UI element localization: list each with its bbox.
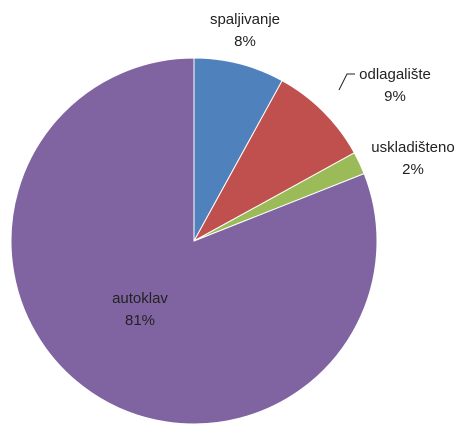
- slice-value-label: 8%: [234, 33, 256, 50]
- pie-slice: [193, 57, 283, 242]
- slice-value-label: 9%: [384, 88, 406, 105]
- pie-slice: [10, 57, 378, 425]
- leader-line: [338, 73, 355, 91]
- pie-slice: [192, 79, 356, 243]
- slice-label: spaljivanje: [210, 11, 280, 28]
- slice-label: autoklav: [112, 290, 168, 307]
- slice-value-label: 81%: [125, 312, 155, 329]
- slice-label: uskladišteno: [371, 139, 454, 156]
- slice-label: odlagalište: [359, 66, 431, 83]
- slice-value-label: 2%: [402, 161, 424, 178]
